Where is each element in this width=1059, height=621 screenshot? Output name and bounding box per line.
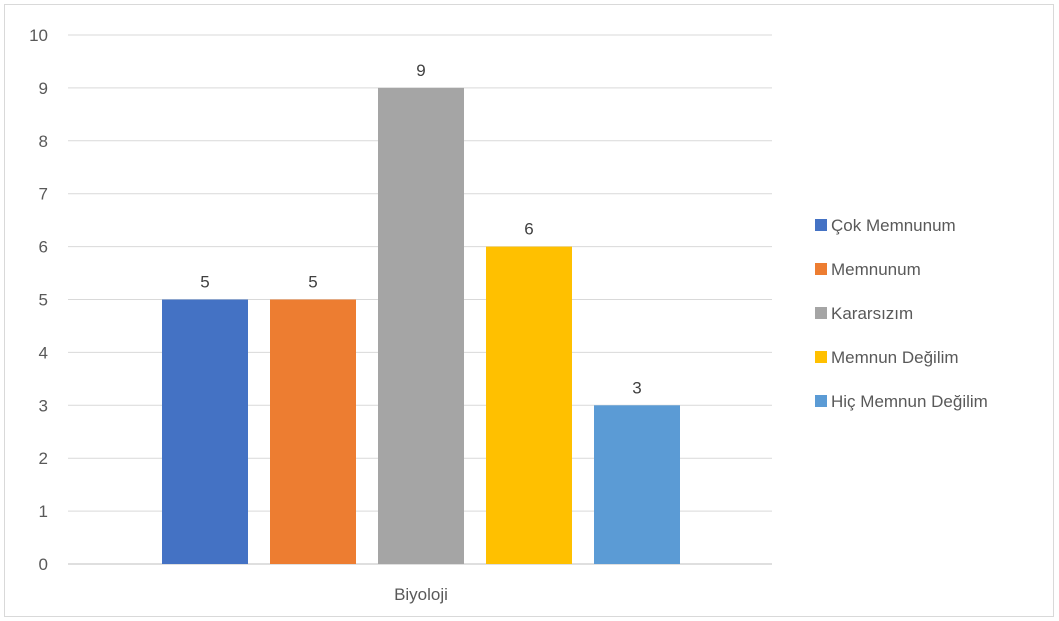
legend-swatch [815, 263, 827, 275]
data-label: 5 [308, 273, 317, 292]
y-tick-label: 5 [39, 291, 48, 310]
bar[interactable] [162, 299, 248, 565]
y-axis-ticks: 0 1 2 3 4 5 6 7 8 9 10 [29, 26, 48, 574]
y-tick-label: 9 [39, 79, 48, 98]
bar[interactable] [378, 87, 464, 565]
data-labels: 5 5 9 6 3 [200, 61, 641, 397]
bar[interactable] [270, 299, 356, 565]
legend-item[interactable]: Kararsızım [815, 304, 913, 323]
bars [162, 87, 680, 565]
legend-swatch [815, 219, 827, 231]
legend-swatch [815, 351, 827, 363]
y-tick-label: 1 [39, 502, 48, 521]
legend-item[interactable]: Çok Memnunum [815, 216, 956, 235]
legend-label: Çok Memnunum [831, 216, 956, 235]
bar[interactable] [594, 405, 680, 564]
y-tick-label: 8 [39, 132, 48, 151]
data-label: 6 [524, 220, 533, 239]
y-tick-label: 3 [39, 396, 48, 415]
y-tick-label: 0 [39, 555, 48, 574]
legend-label: Memnun Değilim [831, 348, 959, 367]
data-label: 3 [632, 378, 641, 397]
y-tick-label: 2 [39, 449, 48, 468]
y-tick-label: 4 [39, 343, 48, 362]
legend-swatch [815, 307, 827, 319]
legend-item[interactable]: Memnunum [815, 260, 921, 279]
x-axis: Biyoloji [394, 585, 448, 604]
legend-item[interactable]: Hiç Memnun Değilim [815, 392, 988, 411]
x-tick-label: Biyoloji [394, 585, 448, 604]
data-label: 5 [200, 273, 209, 292]
legend[interactable]: Çok Memnunum Memnunum Kararsızım Memnun Değ… [815, 216, 988, 411]
y-tick-label: 6 [39, 238, 48, 257]
y-tick-label: 7 [39, 185, 48, 204]
y-tick-label: 10 [29, 26, 48, 45]
data-label: 9 [416, 61, 425, 80]
legend-label: Hiç Memnun Değilim [831, 392, 988, 411]
legend-item[interactable]: Memnun Değilim [815, 348, 959, 367]
legend-swatch [815, 395, 827, 407]
legend-label: Kararsızım [831, 304, 913, 323]
legend-label: Memnunum [831, 260, 921, 279]
bar[interactable] [486, 246, 572, 564]
